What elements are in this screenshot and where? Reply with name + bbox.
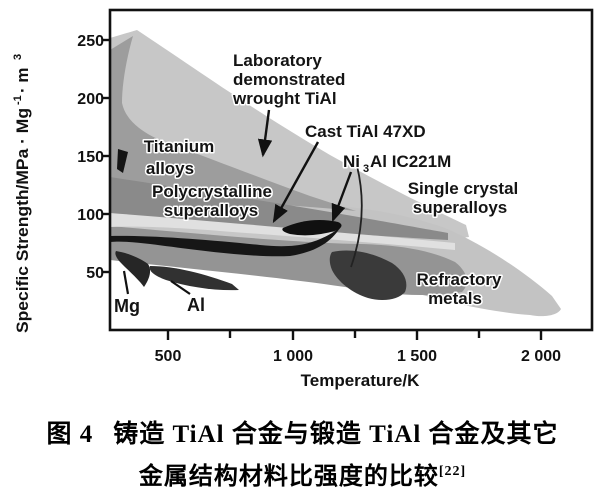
y-axis-title-sup2: 3 (12, 54, 24, 60)
arrow-wrought-tial (257, 109, 273, 158)
label-titanium-alloys-line1: Titanium (144, 137, 215, 156)
region-cast-tial-47xd (110, 228, 340, 257)
caption-reference: [22] (438, 464, 467, 479)
y-axis-title-dot-m: · m (13, 68, 32, 94)
label-single-crystal-line1: Single crystal (408, 179, 519, 198)
arrow-cast-tial (272, 141, 320, 224)
leader-al (170, 280, 191, 295)
y-tick-label: 100 (77, 207, 104, 224)
left-axis-dark-mark (117, 149, 128, 173)
x-tick-label: 500 (155, 348, 182, 365)
y-tick-label: 200 (77, 91, 104, 108)
label-al: Al (187, 295, 205, 315)
y-tick-label: 150 (77, 149, 104, 166)
x-tick-label: 2 000 (521, 348, 561, 365)
region-magnesium (115, 251, 151, 287)
label-polycrystalline-line2: superalloys (164, 201, 259, 220)
caption-text-line2: 金属结构材料比强度的比较 (138, 464, 439, 490)
y-axis-title: Specific Strength/MPa · Mg -1 · m 3 (12, 54, 32, 333)
figure-caption-line1: 图 4 铸造 TiAl 合金与锻造 TiAl 合金及其它 (0, 414, 605, 450)
label-single-crystal-line2: superalloys (413, 198, 508, 217)
x-axis-title: Temperature/K (301, 371, 420, 390)
figure-number: 图 4 (46, 421, 94, 448)
region-titanium-alloys (110, 36, 356, 211)
label-cast-tial: Cast TiAl 47XD (305, 122, 426, 141)
label-wrought-tial-line2: demonstrated (233, 70, 345, 89)
caption-text-line1: 铸造 TiAl 合金与锻造 TiAl 合金及其它 (113, 421, 559, 448)
label-ni3al-sub: 3 (363, 163, 369, 175)
y-tick-label: 250 (77, 33, 104, 50)
dark-refractory-core (329, 250, 407, 300)
label-polycrystalline-line1: Polycrystalline (152, 182, 272, 201)
region-ni3al-ic221m (282, 220, 342, 236)
label-refractory-line1: Refractory (416, 270, 502, 289)
label-titanium-alloys-line2: alloys (146, 159, 194, 178)
lens-outline-arc (350, 165, 363, 268)
label-wrought-tial-line3: wrought TiAl (232, 89, 337, 108)
figure-caption-line2: 金属结构材料比强度的比较[22] (0, 456, 605, 491)
plot-frame (108, 8, 594, 332)
label-wrought-tial-line1: Laboratory (233, 51, 322, 70)
y-tick-label: 50 (86, 265, 104, 282)
x-axis-ticks (166, 330, 543, 340)
label-ni3al-pre: Ni (343, 152, 360, 171)
x-tick-label: 1 500 (397, 348, 437, 365)
label-ni3al-post: Al IC221M (370, 152, 451, 171)
x-tick-label: 1 000 (273, 348, 313, 365)
y-axis-title-sup1: -1 (12, 95, 24, 105)
y-axis-ticks (103, 38, 110, 274)
leader-mg (122, 270, 130, 295)
region-aluminum (149, 266, 239, 291)
pale-band (110, 213, 455, 250)
y-axis-title-base: Specific Strength/MPa · Mg (13, 108, 32, 333)
label-refractory-line2: metals (428, 289, 482, 308)
arrow-ni3al (331, 171, 353, 223)
strength-temperature-chart: Titanium alloys Polycrystalline superall… (12, 8, 594, 390)
label-mg: Mg (114, 296, 140, 316)
